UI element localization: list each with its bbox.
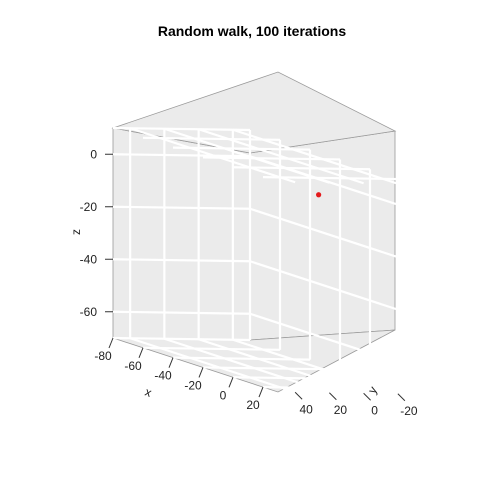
grid-line-z [112,258,251,263]
y-tick-mark [294,391,303,400]
grid-line-x [202,156,341,161]
z-tick-label: 0 [90,147,97,161]
y-tick-mark [363,392,371,401]
data-point [316,192,322,198]
x-tick-mark [168,357,174,368]
x-tick-mark [228,377,234,388]
x-tick-label: 20 [246,398,260,412]
grid-line-x [172,146,311,151]
x-axis-label: x [143,385,153,400]
grid-line-x [112,336,251,342]
z-tick-label: -60 [80,305,98,319]
grid-line-x [112,126,251,132]
grid-lines [112,126,416,395]
grid-line-z [249,260,416,317]
x-tick-label: -60 [124,359,142,373]
grid-line-x [232,166,371,171]
tick-marks [105,153,406,402]
y-tick-label: 0 [371,403,378,417]
y-tick-label: 20 [334,403,348,417]
y-tick-label: -20 [400,404,418,418]
grid-line-x [262,385,401,391]
x-tick-label: -20 [184,378,202,392]
grid-line-z [112,205,251,210]
x-tick-label: -80 [94,349,112,363]
grid-line-z [249,207,416,264]
grid-line-x [262,175,401,181]
y-tick-mark [397,393,406,402]
grid-line-x [142,136,281,141]
z-tick-label: -40 [80,252,98,266]
x-tick-mark [138,347,144,359]
grid-line-z [112,153,251,158]
tick-labels: -60 -40 -20 0 -80 -60 -40 -20 0 20 -20 0 20 40 [80,147,418,418]
z-tick-label: -20 [80,200,98,214]
grid-line-x [202,366,341,371]
z-axis-label: z [69,229,83,235]
grid-line-z [249,312,416,369]
data-points [316,192,322,198]
grid-line-x [172,356,311,361]
y-tick-mark [329,392,337,401]
x-tick-mark [108,337,114,349]
grid-line-x [142,346,281,351]
x-tick-mark [198,367,204,378]
grid-line-z [112,310,251,315]
pane-top [111,71,397,154]
x-tick-label: 0 [220,388,227,402]
x-tick-label: -40 [154,369,172,383]
x-tick-mark [258,386,264,398]
chart-title: Random walk, 100 iterations [158,23,346,39]
grid-line-x [232,376,371,381]
y-tick-label: 40 [299,402,313,416]
